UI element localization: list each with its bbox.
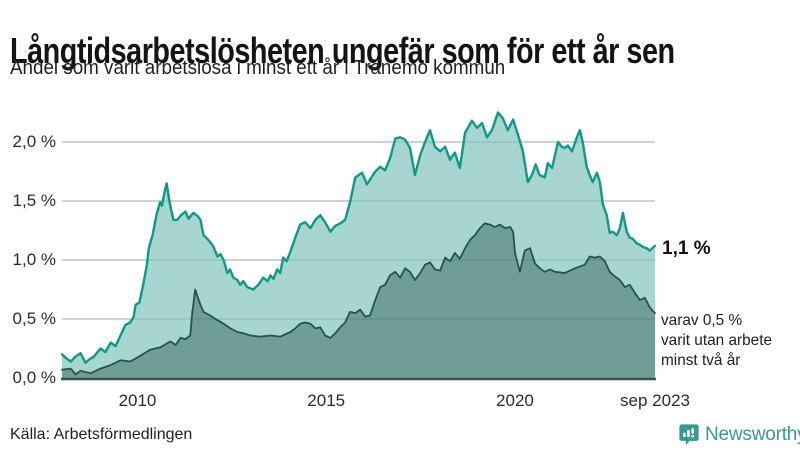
x-axis-tick: sep 2023 xyxy=(620,391,690,410)
y-axis-tick: 2,0 % xyxy=(12,132,56,151)
newsworthy-wordmark: Newsworthy xyxy=(705,423,800,445)
source-attribution: Källa: Arbetsförmedlingen xyxy=(10,426,193,443)
annotation-line: varav 0,5 % xyxy=(661,312,743,329)
series-end-value-label: 1,1 % xyxy=(662,238,711,259)
x-axis-tick: 2010 xyxy=(118,391,157,410)
y-axis-tick: 1,5 % xyxy=(12,191,56,210)
x-axis-tick: 2020 xyxy=(496,391,534,410)
annotation-line: varit utan arbete xyxy=(661,332,772,349)
y-axis-tick: 0,0 % xyxy=(12,368,56,387)
series-annotation: varav 0,5 % varit utan arbete minst två … xyxy=(661,311,772,371)
annotation-line: minst två år xyxy=(661,352,741,369)
newsworthy-logo[interactable]: Newsworthy xyxy=(678,423,800,446)
y-axis-tick: 0,5 % xyxy=(12,309,56,328)
newsworthy-logo-icon xyxy=(678,423,700,446)
y-axis-tick: 1,0 % xyxy=(12,250,56,269)
chart-subtitle: Andel som varit arbetslösa i minst ett å… xyxy=(10,57,506,79)
x-axis-tick: 2015 xyxy=(307,391,346,410)
page-title: Långtidsarbetslösheten ungefär som för e… xyxy=(10,30,675,72)
